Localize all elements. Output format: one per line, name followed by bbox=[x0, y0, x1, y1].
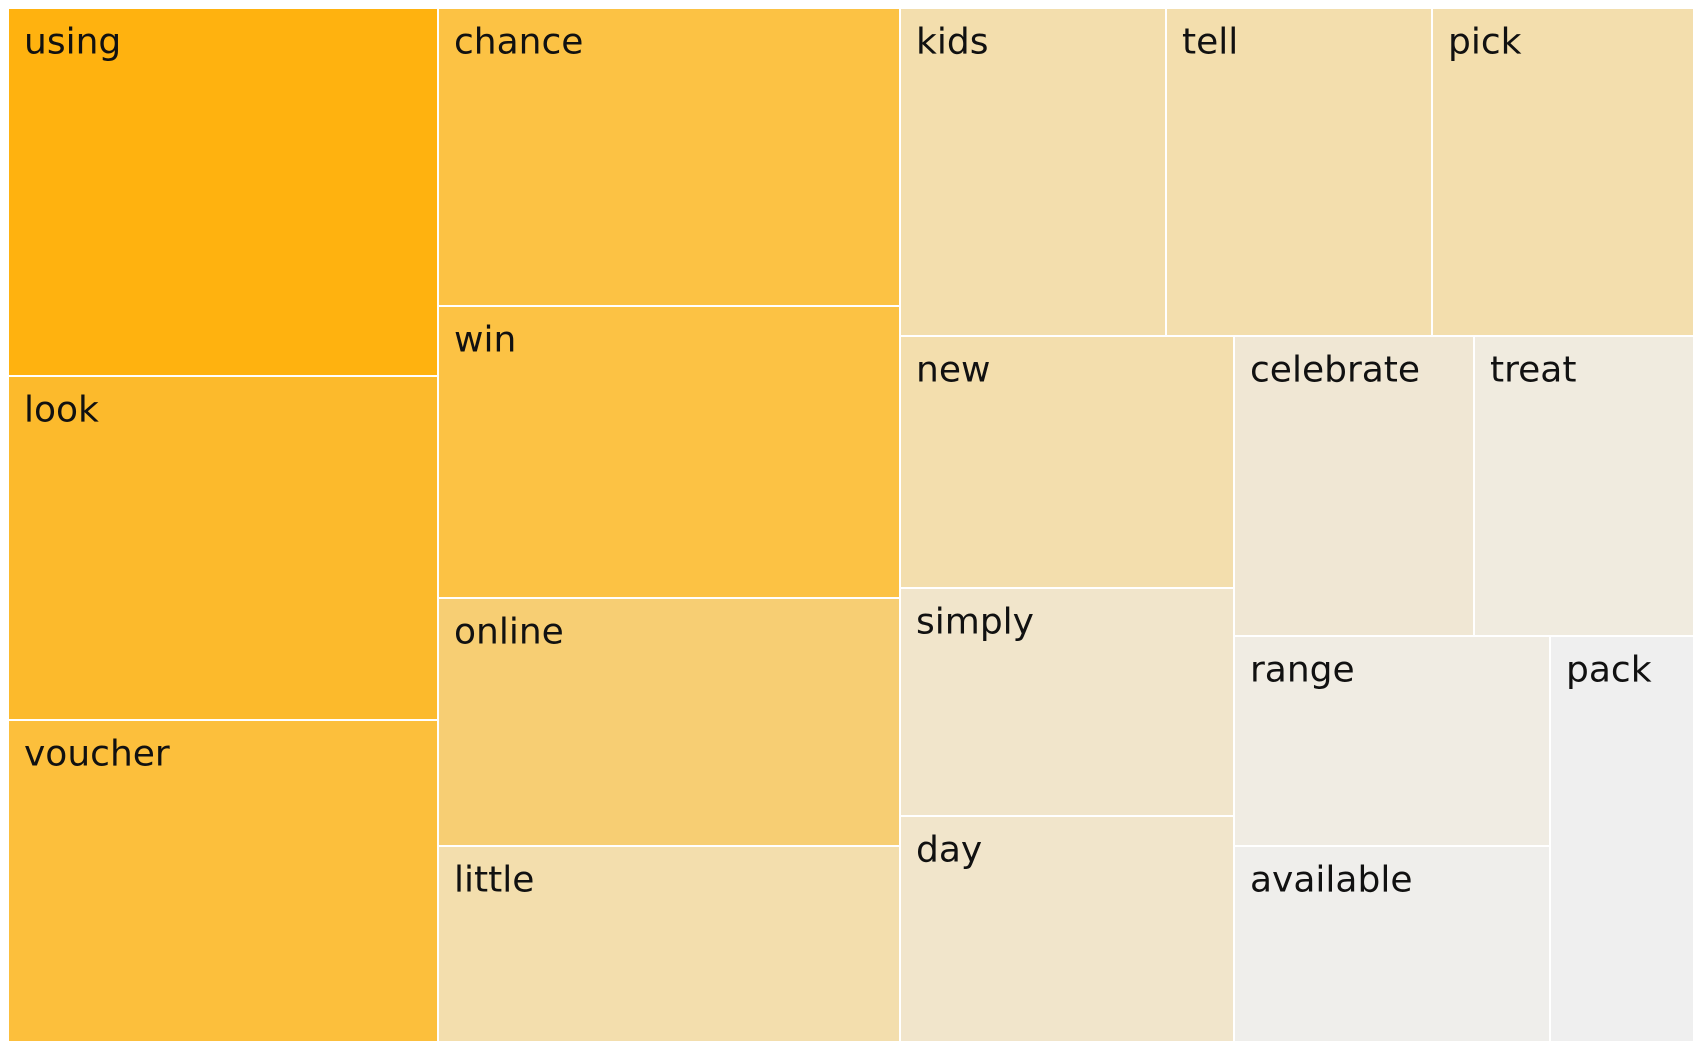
treemap-rect-chance bbox=[437, 7, 901, 307]
treemap-tile-celebrate: celebrate bbox=[1233, 335, 1475, 637]
treemap-tile-treat: treat bbox=[1473, 335, 1695, 637]
treemap-label-little: little bbox=[454, 860, 534, 901]
treemap-tile-day: day bbox=[899, 815, 1235, 1043]
treemap-rect-voucher bbox=[7, 719, 439, 1043]
treemap-tiles: using look voucher chance win online little kid… bbox=[7, 7, 1695, 1043]
treemap-label-simply: simply bbox=[916, 602, 1034, 643]
treemap-rect-using bbox=[7, 7, 439, 377]
treemap-rect-new bbox=[899, 335, 1235, 589]
treemap-label-kids: kids bbox=[916, 22, 988, 63]
treemap-label-available: available bbox=[1250, 860, 1413, 901]
treemap-label-win: win bbox=[454, 320, 516, 361]
treemap-label-pack: pack bbox=[1566, 650, 1652, 691]
treemap-rect-available bbox=[1233, 845, 1551, 1043]
treemap-rect-treat bbox=[1473, 335, 1695, 637]
treemap-tile-range: range bbox=[1233, 635, 1551, 847]
treemap-label-celebrate: celebrate bbox=[1250, 350, 1420, 391]
treemap-label-using: using bbox=[24, 22, 121, 63]
treemap-rect-look bbox=[7, 375, 439, 721]
treemap-tile-little: little bbox=[437, 845, 901, 1043]
treemap-rect-win bbox=[437, 305, 901, 599]
treemap-label-voucher: voucher bbox=[24, 734, 170, 775]
treemap-tile-pick: pick bbox=[1431, 7, 1695, 337]
treemap-label-look: look bbox=[24, 390, 99, 431]
treemap-tile-available: available bbox=[1233, 845, 1551, 1043]
treemap-rect-celebrate bbox=[1233, 335, 1475, 637]
treemap-rect-day bbox=[899, 815, 1235, 1043]
treemap-label-online: online bbox=[454, 612, 564, 653]
treemap-tile-new: new bbox=[899, 335, 1235, 589]
treemap-tile-using: using bbox=[7, 7, 439, 377]
treemap-label-tell: tell bbox=[1182, 22, 1238, 63]
treemap-tile-voucher: voucher bbox=[7, 719, 439, 1043]
treemap-tile-kids: kids bbox=[899, 7, 1167, 337]
treemap-label-range: range bbox=[1250, 650, 1355, 691]
treemap-tile-tell: tell bbox=[1165, 7, 1433, 337]
treemap-rect-pack bbox=[1549, 635, 1695, 1043]
treemap-tile-online: online bbox=[437, 597, 901, 847]
treemap-rect-little bbox=[437, 845, 901, 1043]
treemap-rect-online bbox=[437, 597, 901, 847]
treemap-rect-tell bbox=[1165, 7, 1433, 337]
treemap-rect-kids bbox=[899, 7, 1167, 337]
treemap-label-treat: treat bbox=[1490, 350, 1576, 391]
treemap-tile-pack: pack bbox=[1549, 635, 1695, 1043]
treemap-tile-chance: chance bbox=[437, 7, 901, 307]
treemap-label-pick: pick bbox=[1448, 22, 1522, 63]
treemap-tile-look: look bbox=[7, 375, 439, 721]
treemap-tile-win: win bbox=[437, 305, 901, 599]
treemap-rect-range bbox=[1233, 635, 1551, 847]
treemap-label-chance: chance bbox=[454, 22, 583, 63]
treemap-tile-simply: simply bbox=[899, 587, 1235, 817]
treemap-label-new: new bbox=[916, 350, 990, 391]
treemap-label-day: day bbox=[916, 830, 982, 871]
